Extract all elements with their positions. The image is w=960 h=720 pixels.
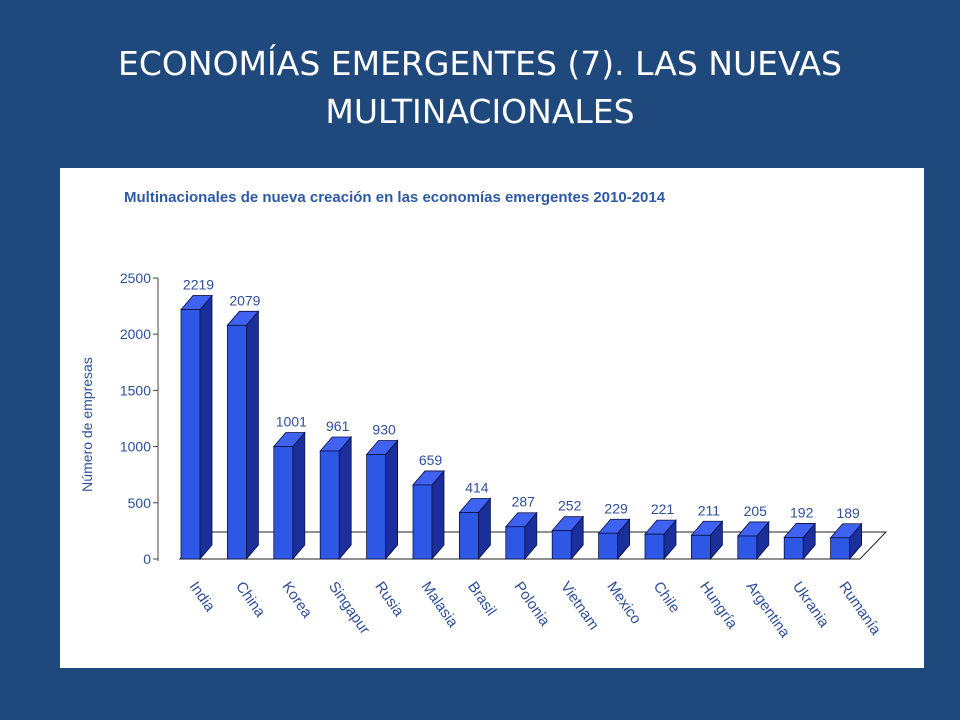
bar-side bbox=[292, 431, 306, 561]
bar bbox=[319, 435, 353, 561]
bar-chart: Multinacionales de nueva creación en las… bbox=[79, 189, 888, 642]
bar-side bbox=[385, 439, 399, 561]
bar-front bbox=[226, 324, 247, 560]
x-category-label: Polonia bbox=[511, 579, 554, 630]
bar-side bbox=[245, 310, 259, 561]
bar bbox=[829, 522, 863, 561]
bar bbox=[783, 522, 817, 561]
x-category-label: Argentina bbox=[743, 579, 794, 642]
bar-front bbox=[366, 454, 387, 560]
y-axis-label: Número de empresas bbox=[79, 357, 95, 492]
chart-title: Multinacionales de nueva creación en las… bbox=[124, 189, 666, 206]
bar-value-label: 930 bbox=[372, 421, 396, 437]
bar-front bbox=[273, 446, 294, 560]
y-axis: 0 500 1000 1500 2000 2500 Número de empresas bbox=[79, 270, 159, 567]
bar-value-label: 1001 bbox=[276, 413, 307, 429]
bar-value-label: 192 bbox=[790, 504, 814, 520]
x-category-label: Malasia bbox=[418, 579, 462, 632]
x-category-label: China bbox=[232, 579, 269, 621]
slide-title-line-2: MULTINACIONALES bbox=[325, 92, 635, 131]
bar bbox=[412, 469, 445, 561]
x-category-label: Ukrania bbox=[789, 579, 833, 632]
bar-value-label: 229 bbox=[604, 500, 628, 516]
x-category-label: Mexico bbox=[603, 579, 644, 628]
x-category-label: Singapur bbox=[325, 579, 373, 638]
x-category-label: Rusia bbox=[371, 579, 407, 621]
bars bbox=[180, 294, 863, 561]
bar-front bbox=[458, 512, 479, 560]
bar-front bbox=[598, 532, 618, 560]
data-labels: 2219 2079 1001 961 930 659 414 287 252 229 221 211 2… bbox=[183, 277, 860, 521]
slide-title-line-1: ECONOMÍAS EMERGENTES (7). LAS NUEVAS bbox=[118, 44, 842, 83]
x-category-label: Chile bbox=[650, 579, 684, 617]
x-category-label: Vietnam bbox=[557, 579, 602, 634]
bar-front bbox=[412, 484, 433, 560]
bar bbox=[551, 515, 585, 561]
slide-title: ECONOMÍAS EMERGENTES (7). LAS NUEVAS MUL… bbox=[0, 40, 960, 136]
bar-value-label: 211 bbox=[698, 502, 721, 518]
bar-front bbox=[505, 526, 526, 560]
bar-side bbox=[431, 469, 445, 561]
bar bbox=[504, 511, 538, 561]
bar bbox=[597, 518, 631, 561]
bar-value-label: 287 bbox=[512, 494, 536, 510]
bar-front bbox=[319, 450, 340, 560]
bar-value-label: 252 bbox=[558, 498, 582, 514]
chart-panel: Multinacionales de nueva creación en las… bbox=[60, 168, 924, 668]
bar-value-label: 414 bbox=[465, 479, 489, 495]
x-category-label: India bbox=[186, 579, 219, 616]
bar bbox=[736, 520, 770, 561]
bar bbox=[644, 519, 677, 561]
x-category-label: Hungría bbox=[696, 579, 741, 633]
bar bbox=[180, 294, 213, 561]
bar-front bbox=[830, 537, 850, 560]
bar-value-label: 659 bbox=[419, 452, 443, 468]
bar-front bbox=[180, 309, 201, 560]
y-tick-label: 2000 bbox=[120, 326, 151, 342]
bar bbox=[690, 520, 724, 561]
bar bbox=[226, 310, 260, 561]
bar-value-label: 2079 bbox=[229, 292, 260, 308]
bar bbox=[458, 497, 492, 561]
y-tick-label: 1500 bbox=[120, 382, 151, 398]
bar bbox=[365, 439, 399, 561]
bar-front bbox=[783, 537, 804, 560]
x-category-label: Korea bbox=[279, 579, 316, 622]
y-tick-label: 500 bbox=[128, 495, 152, 511]
y-tick-label: 0 bbox=[143, 551, 151, 567]
bar-front bbox=[691, 534, 711, 560]
x-category-label: Rumanía bbox=[835, 579, 884, 639]
bar-value-label: 221 bbox=[651, 501, 675, 517]
bar-side bbox=[338, 435, 352, 561]
bar-value-label: 961 bbox=[326, 418, 350, 434]
x-category-label: Brasil bbox=[464, 579, 499, 619]
bar bbox=[272, 431, 306, 561]
bar-value-label: 205 bbox=[744, 503, 768, 519]
bar-value-label: 189 bbox=[836, 505, 860, 521]
y-tick-label: 2500 bbox=[120, 270, 151, 286]
y-tick-label: 1000 bbox=[120, 439, 151, 455]
bar-front bbox=[644, 533, 665, 560]
bar-front bbox=[551, 530, 572, 560]
bar-front bbox=[737, 535, 758, 560]
bar-side bbox=[199, 294, 213, 561]
bar-value-label: 2219 bbox=[183, 277, 214, 293]
